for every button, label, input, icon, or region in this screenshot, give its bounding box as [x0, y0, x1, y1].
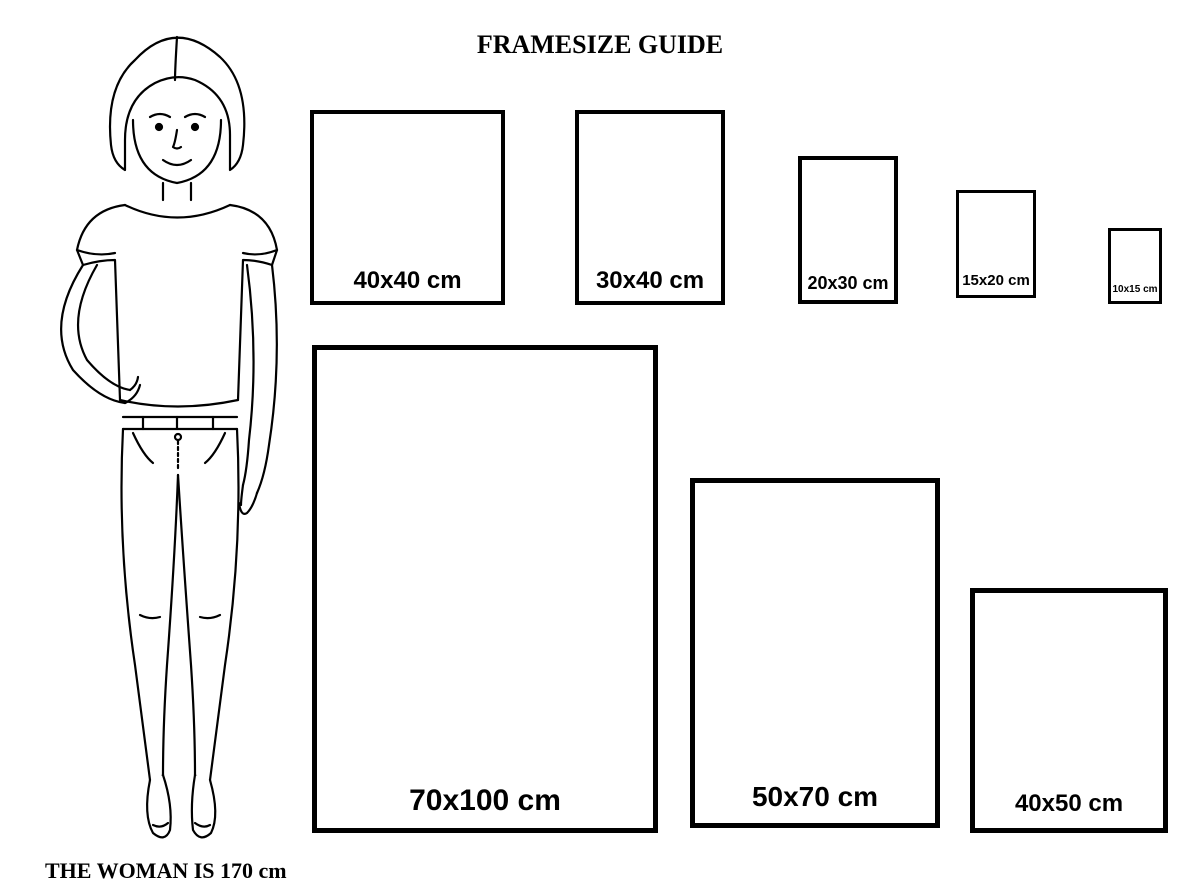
- frame-label: 20x30 cm: [807, 273, 888, 294]
- frame-label: 40x40 cm: [353, 267, 461, 295]
- frame-label: 15x20 cm: [962, 272, 1030, 289]
- frame-label: 40x50 cm: [1015, 790, 1123, 818]
- frame-label: 70x100 cm: [409, 784, 561, 818]
- frame-40x50: 40x50 cm: [970, 588, 1168, 833]
- frame-30x40: 30x40 cm: [575, 110, 725, 305]
- frame-15x20: 15x20 cm: [956, 190, 1036, 298]
- frame-20x30: 20x30 cm: [798, 156, 898, 304]
- frame-label: 30x40 cm: [596, 267, 704, 295]
- frame-70x100: 70x100 cm: [312, 345, 658, 833]
- frame-label: 10x15 cm: [1112, 284, 1157, 295]
- woman-height-caption: THE WOMAN IS 170 cm: [45, 858, 287, 884]
- page-title: FRAMESIZE GUIDE: [477, 30, 723, 60]
- woman-figure: [25, 25, 305, 855]
- frame-10x15: 10x15 cm: [1108, 228, 1162, 304]
- frame-label: 50x70 cm: [752, 781, 878, 813]
- frame-50x70: 50x70 cm: [690, 478, 940, 828]
- frame-40x40: 40x40 cm: [310, 110, 505, 305]
